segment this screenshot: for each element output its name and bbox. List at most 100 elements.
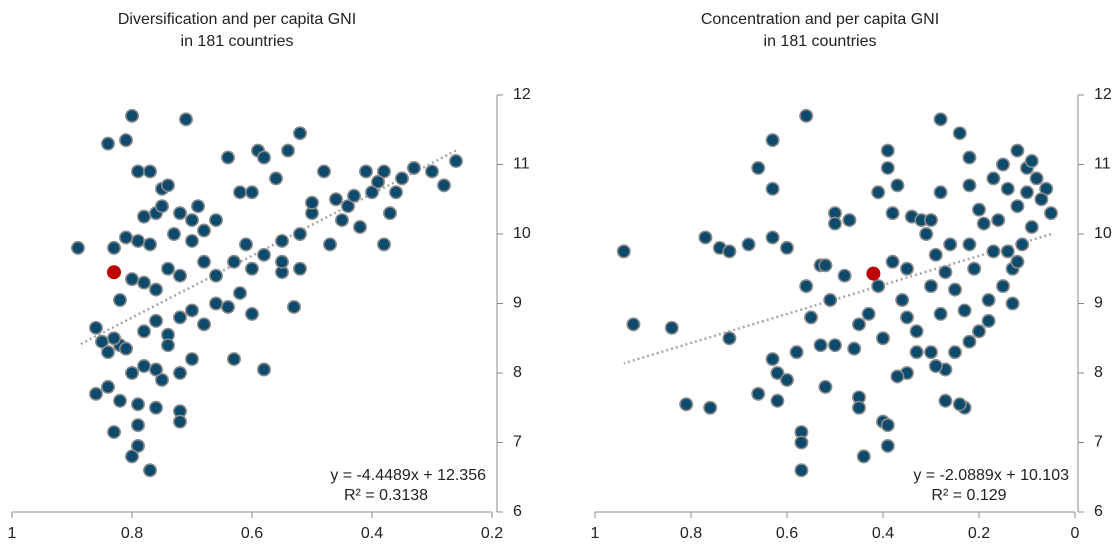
scatter-point bbox=[765, 133, 780, 148]
scatter-point bbox=[991, 213, 1006, 228]
scatter-point bbox=[981, 313, 996, 328]
scatter-point bbox=[626, 317, 641, 332]
scatter-point bbox=[89, 320, 104, 335]
scatter-point bbox=[909, 324, 924, 339]
scatter-point bbox=[256, 362, 271, 377]
scatter-point bbox=[741, 237, 756, 252]
scatter-point bbox=[334, 213, 349, 228]
scatter-point bbox=[938, 265, 953, 280]
scatter-point bbox=[799, 279, 814, 294]
chart-title: in 181 countries bbox=[181, 33, 294, 50]
scatter-point bbox=[245, 185, 260, 200]
scatter-point bbox=[851, 400, 866, 415]
scatter-point bbox=[328, 192, 343, 207]
scatter-point bbox=[928, 247, 943, 262]
scatter-point bbox=[173, 365, 188, 380]
x-tick-label: 0 bbox=[1071, 525, 1080, 542]
scatter-point bbox=[789, 345, 804, 360]
scatter-point bbox=[952, 397, 967, 412]
x-tick-label: 0.6 bbox=[776, 525, 798, 542]
scatter-point bbox=[967, 261, 982, 276]
scatter-point bbox=[909, 345, 924, 360]
scatter-point bbox=[388, 185, 403, 200]
scatter-point bbox=[962, 237, 977, 252]
scatter-point bbox=[923, 345, 938, 360]
scatter-point bbox=[722, 331, 737, 346]
x-tick-label: 1 bbox=[591, 525, 600, 542]
scatter-point bbox=[197, 317, 212, 332]
scatter-point bbox=[119, 341, 134, 356]
scatter-point bbox=[1024, 154, 1039, 169]
scatter-point bbox=[885, 254, 900, 269]
scatter-point bbox=[871, 185, 886, 200]
x-tick-label: 0.2 bbox=[968, 525, 990, 542]
y-tick-label: 7 bbox=[1094, 434, 1103, 451]
scatter-point bbox=[818, 379, 833, 394]
scatter-point bbox=[779, 240, 794, 255]
scatter-point bbox=[1000, 244, 1015, 259]
y-tick-label: 7 bbox=[513, 434, 522, 451]
trend-r2: R² = 0.129 bbox=[931, 487, 1006, 504]
scatter-point bbox=[880, 438, 895, 453]
scatter-point bbox=[885, 206, 900, 221]
x-tick-label: 0.8 bbox=[680, 525, 702, 542]
scatter-point bbox=[149, 362, 164, 377]
scatter-point bbox=[1024, 220, 1039, 235]
scatter-point bbox=[286, 299, 301, 314]
scatter-point bbox=[185, 233, 200, 248]
scatter-point bbox=[376, 164, 391, 179]
scatter-point bbox=[125, 272, 140, 287]
chart-title: in 181 countries bbox=[764, 33, 877, 50]
scatter-point bbox=[107, 331, 122, 346]
y-tick-label: 12 bbox=[513, 86, 531, 103]
scatter-point bbox=[751, 160, 766, 175]
scatter-point bbox=[233, 185, 248, 200]
scatter-point bbox=[131, 233, 146, 248]
scatter-point bbox=[101, 136, 116, 151]
scatter-point bbox=[971, 202, 986, 217]
scatter-point bbox=[173, 414, 188, 429]
scatter-point bbox=[191, 199, 206, 214]
scatter-point bbox=[245, 306, 260, 321]
scatter-point bbox=[406, 160, 421, 175]
x-tick-label: 0.2 bbox=[481, 525, 503, 542]
scatter-point bbox=[245, 261, 260, 276]
scatter-point bbox=[765, 230, 780, 245]
x-tick-label: 0.6 bbox=[241, 525, 263, 542]
scatter-point bbox=[1044, 206, 1059, 221]
scatter-point bbox=[813, 338, 828, 353]
scatter-point bbox=[131, 418, 146, 433]
scatter-point bbox=[185, 303, 200, 318]
scatter-point bbox=[143, 463, 158, 478]
scatter-point bbox=[185, 213, 200, 228]
scatter-point bbox=[880, 143, 895, 158]
scatter-point bbox=[197, 223, 212, 238]
scatter-point bbox=[1010, 143, 1025, 158]
scatter-point bbox=[209, 268, 224, 283]
scatter-point bbox=[227, 352, 242, 367]
scatter-point bbox=[957, 303, 972, 318]
scatter-point bbox=[179, 112, 194, 127]
scatter-point bbox=[866, 266, 881, 281]
scatter-point bbox=[765, 181, 780, 196]
scatter-point bbox=[971, 324, 986, 339]
scatter-point bbox=[986, 171, 1001, 186]
scatter-point bbox=[376, 237, 391, 252]
scatter-point bbox=[119, 230, 134, 245]
scatter-point bbox=[125, 365, 140, 380]
scatter-point bbox=[155, 199, 170, 214]
trend-r2: R² = 0.3138 bbox=[344, 487, 428, 504]
scatter-point bbox=[448, 154, 463, 169]
scatter-point bbox=[952, 126, 967, 141]
trend-equation: y = -4.4489x + 12.356 bbox=[330, 467, 486, 484]
scatter-point bbox=[173, 206, 188, 221]
scatter-point bbox=[947, 345, 962, 360]
scatter-point bbox=[847, 341, 862, 356]
y-tick-label: 10 bbox=[513, 225, 531, 242]
scatter-point bbox=[274, 233, 289, 248]
trend-equation: y = -2.0889x + 10.103 bbox=[913, 467, 1069, 484]
scatter-point bbox=[890, 178, 905, 193]
y-tick-label: 12 bbox=[1094, 86, 1112, 103]
scatter-point bbox=[880, 418, 895, 433]
